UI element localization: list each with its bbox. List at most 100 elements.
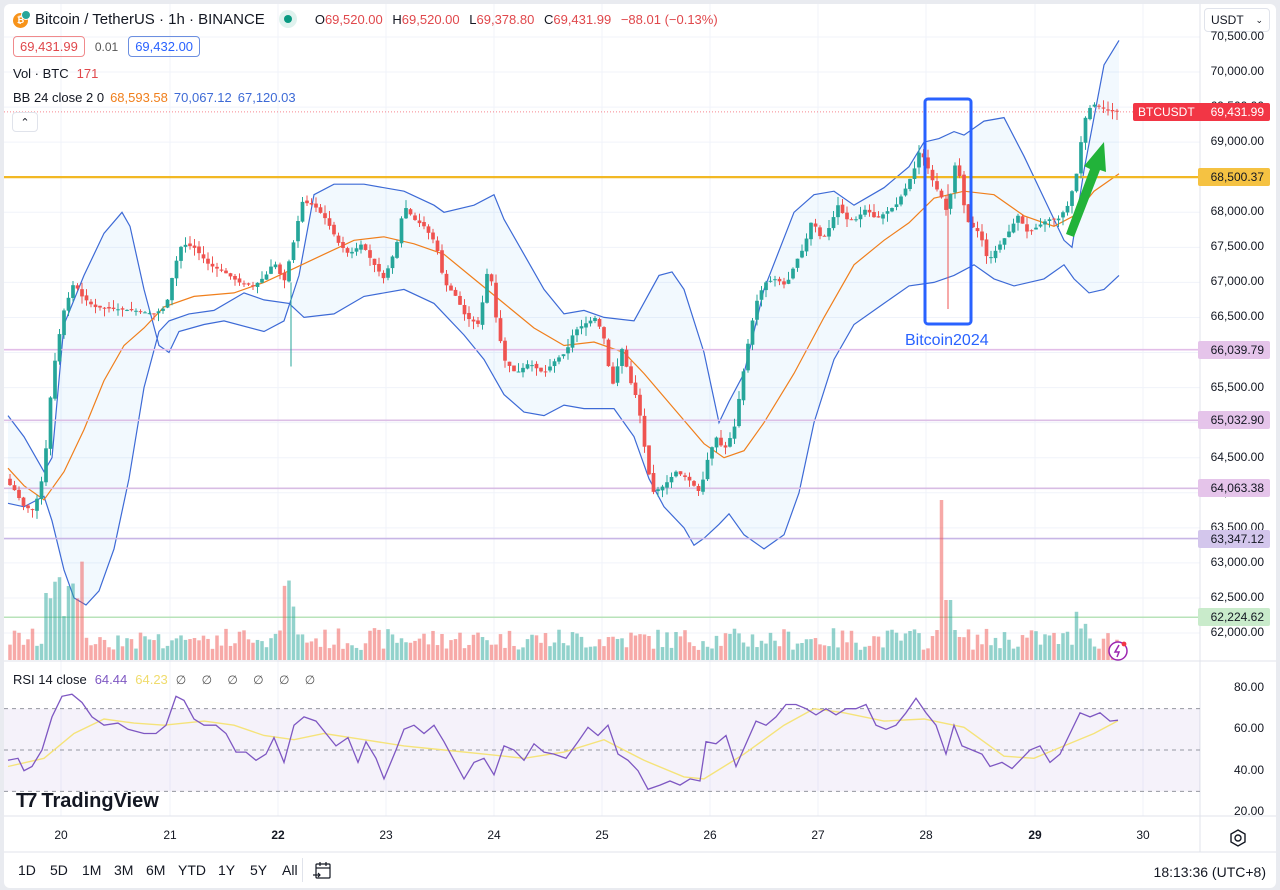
rsi-ma-line — [7, 707, 1119, 780]
range-button-ytd[interactable]: YTD — [178, 862, 206, 878]
price-axis-tick: 67,500.00 — [1210, 239, 1264, 254]
time-axis-label: 26 — [703, 828, 717, 842]
bb-upper-value: 70,067.12 — [173, 90, 232, 105]
volume-label: Vol · BTC — [13, 66, 69, 81]
price-axis-tick: 64,500.00 — [1210, 449, 1264, 464]
time-axis-label: 25 — [595, 828, 609, 842]
price-axis-tick: 67,000.00 — [1210, 274, 1264, 289]
rsi-axis-tick: 20.00 — [1233, 804, 1264, 818]
range-button-1m[interactable]: 1M — [82, 862, 102, 878]
level-price-tag[interactable]: 64,063.38 — [1198, 479, 1270, 498]
goto-date-button[interactable] — [312, 860, 334, 882]
rsi-ma-value: 64.23 — [135, 672, 168, 687]
level-price-tag[interactable]: 66,039.79 — [1198, 340, 1270, 359]
low-value: 69,378.80 — [476, 11, 535, 27]
price-axis-tick: 68,000.00 — [1210, 204, 1264, 219]
events-button[interactable] — [1107, 640, 1129, 662]
level-price-tag[interactable]: 68,500.37 — [1198, 168, 1270, 187]
rsi-axis-tick: 60.00 — [1233, 721, 1264, 736]
lightning-icon — [1108, 641, 1128, 661]
annotation-label[interactable]: Bitcoin2024 — [905, 332, 989, 349]
bb-upper-line — [7, 40, 1120, 473]
symbol-title[interactable]: Bitcoin / TetherUS · 1h · BINANCE — [35, 10, 265, 28]
rsi-axis-tick: 80.00 — [1233, 680, 1264, 694]
rsi-value: 64.44 — [94, 672, 128, 687]
tradingview-watermark[interactable]: T7 TradingView — [16, 790, 159, 812]
price-axis-tick: 70,000.00 — [1210, 64, 1264, 78]
time-axis-label: 24 — [487, 828, 501, 842]
time-axis-label: 21 — [163, 828, 177, 842]
green-arrow-drawing — [1066, 142, 1106, 237]
rsi-line — [7, 693, 1119, 791]
level-price-tag[interactable]: 62,224.62 — [1198, 608, 1270, 627]
last-price-tag[interactable]: 69,431.99 — [1198, 102, 1270, 121]
high-value: 69,520.00 — [401, 11, 460, 27]
volume-bars — [8, 500, 1119, 660]
annotation-rectangle — [923, 97, 973, 326]
clock-timezone[interactable]: 18:13:36 (UTC+8) — [1153, 864, 1266, 880]
volume-value: 171 — [76, 66, 99, 81]
buy-price-button[interactable]: 69,432.00 — [128, 36, 201, 57]
candles — [8, 100, 1119, 519]
bb-fill — [8, 40, 1119, 605]
rsi-axis-tick: 40.00 — [1233, 762, 1264, 777]
chevron-down-icon: ⌄ — [1255, 14, 1263, 25]
currency-select[interactable]: USDT ⌄ — [1204, 8, 1270, 32]
settings-button[interactable] — [1228, 828, 1248, 848]
bb-legend[interactable]: BB 24 close 2 0 68,593.58 70,067.12 67,1… — [13, 90, 296, 105]
range-button-1y[interactable]: 1Y — [218, 862, 236, 878]
price-axis-tick: 62,500.00 — [1210, 589, 1264, 604]
time-axis-label: 23 — [379, 828, 393, 842]
chart-canvas[interactable] — [4, 4, 1276, 888]
bb-basis-value: 68,593.58 — [110, 90, 168, 105]
range-button-1d[interactable]: 1D — [18, 862, 36, 878]
range-button-5y[interactable]: 5Y — [250, 862, 268, 878]
range-button-3m[interactable]: 3M — [114, 862, 134, 878]
price-axis-tick: 62,000.00 — [1210, 625, 1264, 639]
close-value: 69,431.99 — [553, 11, 612, 27]
gear-icon — [1230, 829, 1246, 847]
price-axis-tick: 66,500.00 — [1210, 309, 1264, 324]
range-button-all[interactable]: All — [282, 862, 298, 878]
time-axis-label: 22 — [271, 828, 285, 842]
bid-ask-row: 69,431.99 0.01 69,432.00 — [13, 36, 201, 57]
range-divider — [302, 858, 303, 882]
bb-basis-line — [7, 173, 1120, 501]
rsi-legend[interactable]: RSI 14 close 64.44 64.23 ∅ ∅ ∅ ∅ ∅ ∅ — [13, 672, 321, 687]
rsi-band — [4, 708, 1200, 792]
level-price-tag[interactable]: 65,032.90 — [1198, 411, 1270, 430]
open-value: 69,520.00 — [324, 11, 383, 27]
rsi-label: RSI 14 close — [13, 672, 87, 687]
market-status-icon[interactable] — [278, 10, 297, 28]
time-axis-label: 29 — [1028, 828, 1042, 842]
price-axis-tick: 63,000.00 — [1210, 554, 1264, 569]
currency-value: USDT — [1211, 13, 1244, 27]
change-value: −88.01 (−0.13%) — [620, 11, 718, 27]
tradingview-logo-icon: T7 — [16, 790, 37, 812]
time-axis-label: 30 — [1136, 828, 1150, 842]
spread-value: 0.01 — [94, 39, 119, 54]
range-button-5d[interactable]: 5D — [50, 862, 68, 878]
bitcoin-logo-icon: ₿ — [13, 10, 31, 28]
chevron-up-icon: ⌃ — [20, 117, 30, 129]
rsi-na-values: ∅ ∅ ∅ ∅ ∅ ∅ — [175, 672, 322, 687]
level-price-tag[interactable]: 63,347.12 — [1198, 529, 1270, 548]
symbol-legend: ₿ Bitcoin / TetherUS · 1h · BINANCE O69,… — [13, 10, 724, 28]
price-axis-tick: 69,000.00 — [1210, 134, 1264, 149]
collapse-legend-button[interactable]: ⌃ — [12, 112, 38, 132]
time-axis-label: 27 — [811, 828, 825, 842]
bb-label: BB 24 close 2 0 — [13, 90, 105, 105]
tradingview-chart-window: ₿ Bitcoin / TetherUS · 1h · BINANCE O69,… — [4, 4, 1276, 888]
symbol-price-tag[interactable]: BTCUSDT — [1133, 102, 1200, 121]
price-axis-tick: 70,500.00 — [1210, 28, 1264, 43]
time-axis-label: 28 — [919, 828, 933, 842]
ohlc-values: O69,520.00 H69,520.00 L69,378.80 C69,431… — [314, 11, 718, 27]
bb-lower-value: 67,120.03 — [237, 90, 296, 105]
time-axis-label: 20 — [54, 828, 68, 842]
sell-price-button[interactable]: 69,431.99 — [13, 36, 85, 57]
bb-lower-line — [7, 263, 1120, 606]
calendar-goto-icon — [313, 862, 331, 879]
volume-legend[interactable]: Vol · BTC 171 — [13, 66, 98, 81]
range-button-6m[interactable]: 6M — [146, 862, 166, 878]
price-axis-tick: 65,500.00 — [1210, 379, 1264, 394]
